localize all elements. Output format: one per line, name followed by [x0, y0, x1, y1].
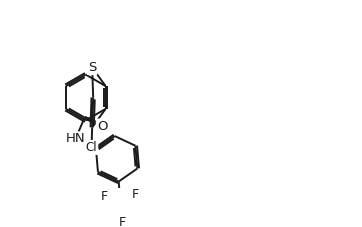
Text: F: F [101, 190, 108, 203]
Text: S: S [88, 61, 96, 74]
Text: F: F [119, 216, 126, 227]
Text: F: F [132, 188, 139, 201]
Text: O: O [97, 120, 108, 133]
Text: HN: HN [66, 132, 85, 145]
Text: Cl: Cl [86, 141, 97, 154]
